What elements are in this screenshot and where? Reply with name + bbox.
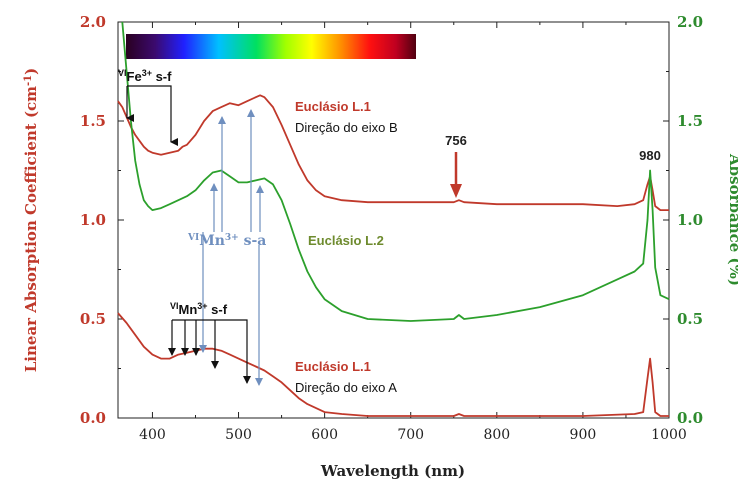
- series-direction-l1-top: Direção do eixo B: [295, 120, 398, 135]
- x-tick-label: 600: [311, 427, 338, 443]
- y-left-tick-label: 1.0: [80, 211, 106, 229]
- y-left-tick-label: 0.5: [80, 310, 106, 328]
- series-line-1: [117, 94, 669, 212]
- y-right-tick-label: 0.5: [677, 310, 703, 328]
- y-left-tick-label: 1.5: [80, 112, 106, 130]
- data-series: [117, 21, 670, 417]
- y-right-tick-label: 1.0: [677, 211, 703, 229]
- series-label-l2: Euclásio L.2: [308, 233, 384, 248]
- fe-marker-2: [127, 85, 178, 146]
- axis-ticks: [118, 21, 670, 419]
- x-tick-label: 400: [139, 427, 166, 443]
- visible-spectrum-bar: [126, 34, 416, 59]
- fe-transition-markers: [126, 85, 178, 146]
- mn-sf-label: VIMn3+ s-f: [170, 301, 228, 317]
- peak-756-arrowhead: [450, 184, 462, 198]
- y-left-tick-label: 0.0: [80, 409, 106, 427]
- mn-sa-arrows: [199, 109, 264, 386]
- series-line-2: [121, 21, 670, 322]
- y-axis-right-title: Absorbance (%): [726, 153, 738, 286]
- mn-sf-arrowheads: [168, 348, 251, 384]
- x-tick-label: 500: [225, 427, 252, 443]
- x-tick-label: 1000: [651, 427, 687, 443]
- x-tick-label: 900: [570, 427, 597, 443]
- y-right-tick-label: 2.0: [677, 13, 703, 31]
- x-axis-title: Wavelength (nm): [320, 462, 465, 480]
- plot-frame: [117, 21, 670, 419]
- y-left-tick-label: 2.0: [80, 13, 106, 31]
- series-line-3: [117, 312, 669, 417]
- peak-756-label: 756: [445, 133, 467, 148]
- mn-sa-label: VIMn3+ s-a: [187, 233, 266, 249]
- series-label-l1-bottom: Euclásio L.1: [295, 359, 371, 374]
- y-right-tick-label: 1.5: [677, 112, 703, 130]
- mn-sf-bracket: [172, 319, 248, 383]
- x-tick-label: 700: [397, 427, 424, 443]
- series-direction-l1-bottom: Direção do eixo A: [295, 380, 397, 395]
- peak-980-label: 980: [639, 148, 661, 163]
- tick-labels: 400 500 600 700 800 900 10000.00.51.01.52.00.0…: [80, 13, 703, 443]
- y-right-tick-label: 0.0: [677, 409, 703, 427]
- fe-transition-label: VIFe3+ s-f: [118, 68, 172, 84]
- y-axis-left-title: Linear Absorption Coefficient (cm-1): [22, 68, 40, 373]
- x-tick-label: 800: [483, 427, 510, 443]
- series-label-l1-top: Euclásio L.1: [295, 99, 371, 114]
